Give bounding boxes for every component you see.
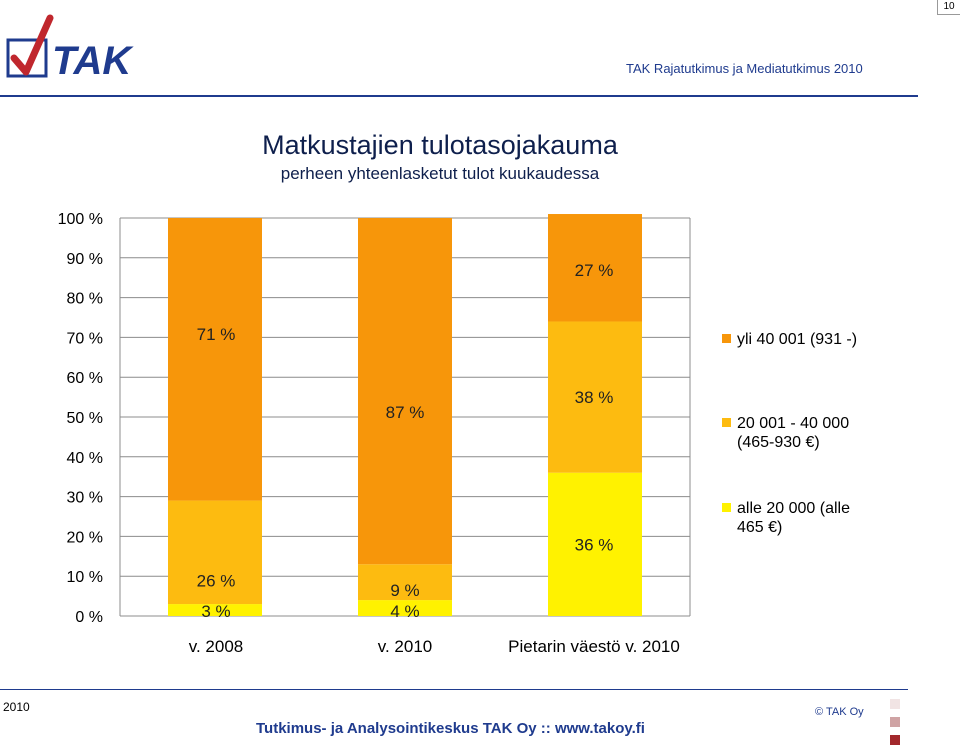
page-number: 10 <box>937 0 960 15</box>
logo-text: TAK <box>52 39 134 83</box>
chart-title: Matkustajien tulotasojakauma <box>262 130 618 160</box>
bar-segment-mid <box>168 500 262 605</box>
y-tick-label: 10 % <box>67 569 103 586</box>
y-tick-label: 30 % <box>67 490 103 507</box>
data-label: 26 % <box>197 571 236 590</box>
y-tick-label: 40 % <box>67 450 103 467</box>
footer-year: 2010 <box>3 700 30 714</box>
data-label: 71 % <box>197 325 236 344</box>
bar-segment-high <box>168 218 262 501</box>
data-label: 3 % <box>201 602 230 621</box>
data-label: 36 % <box>575 535 614 554</box>
data-label: 4 % <box>390 602 419 621</box>
legend-label-low: alle 20 000 (alle 465 €) <box>737 500 850 536</box>
y-tick-label: 90 % <box>67 251 103 268</box>
footer-square-3 <box>890 735 900 745</box>
legend-label-mid: 20 001 - 40 000 (465-930 €) <box>737 415 850 451</box>
data-label: 87 % <box>386 403 425 422</box>
legend-swatch-high <box>722 334 731 343</box>
bar-segment-mid <box>358 564 452 601</box>
y-tick-label: 100 % <box>58 211 103 228</box>
data-label: 38 % <box>575 388 614 407</box>
footer-square-1 <box>890 699 900 709</box>
x-category-label: v. 2008 <box>189 637 244 656</box>
data-label: 27 % <box>575 261 614 280</box>
legend-label-high: yli 40 001 (931 -) <box>737 331 858 348</box>
footer-company: Tutkimus- ja Analysointikeskus TAK Oy ::… <box>256 720 645 737</box>
bar-segment-mid <box>548 321 642 473</box>
y-tick-label: 70 % <box>67 330 103 347</box>
footer-copyright: © TAK Oy <box>815 706 864 718</box>
bar-segment-low <box>358 600 452 616</box>
header-title: TAK Rajatutkimus ja Mediatutkimus 2010 <box>626 61 863 76</box>
x-category-label: Pietarin väestö v. 2010 <box>508 637 680 656</box>
bar-segment-low <box>548 472 642 616</box>
y-tick-label: 50 % <box>67 410 103 427</box>
y-tick-label: 60 % <box>67 370 103 387</box>
y-tick-label: 0 % <box>75 609 103 626</box>
legend-swatch-mid <box>722 418 731 427</box>
legend-swatch-low <box>722 503 731 512</box>
bar-segment-high <box>548 214 642 322</box>
footer-divider <box>0 689 908 690</box>
tak-logo: TAK <box>6 14 134 83</box>
x-category-label: v. 2010 <box>378 637 433 656</box>
footer-square-2 <box>890 717 900 727</box>
y-tick-label: 20 % <box>67 529 103 546</box>
bar-segment-high <box>358 218 452 565</box>
data-label: 9 % <box>390 581 419 600</box>
header-divider <box>0 95 918 97</box>
chart-subtitle: perheen yhteenlasketut tulot kuukaudessa <box>280 164 600 183</box>
y-tick-label: 80 % <box>67 291 103 308</box>
bar-segment-low <box>168 604 262 616</box>
